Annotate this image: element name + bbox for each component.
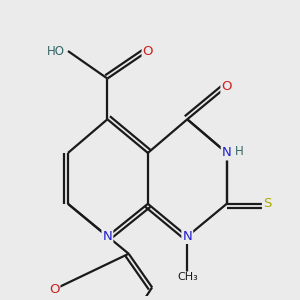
Text: O: O — [49, 283, 59, 296]
Text: CH₃: CH₃ — [177, 272, 198, 282]
Text: O: O — [142, 44, 153, 58]
Text: H: H — [235, 145, 244, 158]
Text: N: N — [103, 230, 112, 243]
Text: N: N — [182, 230, 192, 243]
Text: HO: HO — [47, 44, 65, 58]
Text: N: N — [222, 146, 232, 159]
Text: O: O — [221, 80, 232, 93]
Text: S: S — [263, 197, 271, 210]
